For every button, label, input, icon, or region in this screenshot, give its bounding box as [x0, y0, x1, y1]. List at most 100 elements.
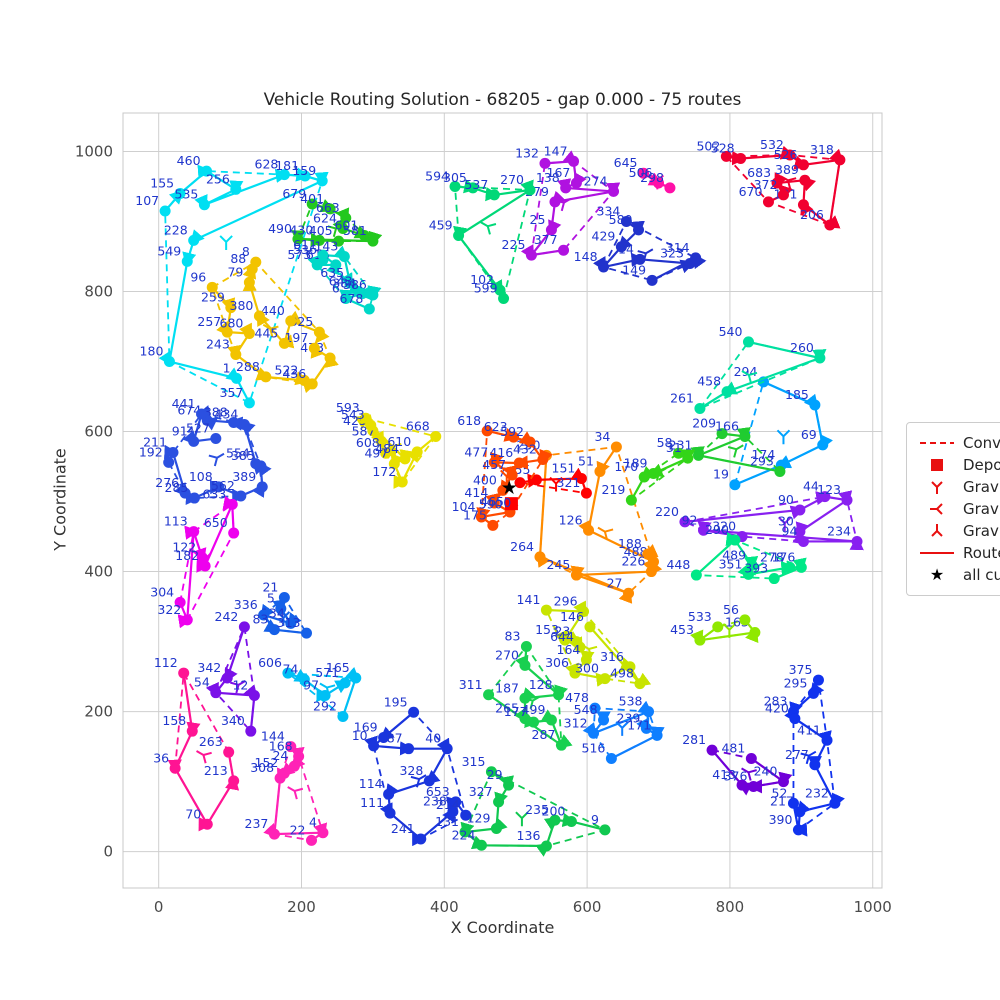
customer-node: [178, 667, 190, 679]
node-label: 52: [772, 785, 788, 800]
customer-node: [729, 479, 741, 491]
customer-node: [228, 527, 240, 539]
node-label: 235: [525, 802, 549, 817]
customer-node: [475, 839, 487, 851]
gravity-center-icon: [515, 811, 529, 827]
node-label: 138: [536, 170, 560, 185]
x-tick-label: 400: [430, 898, 459, 916]
node-label: 237: [245, 816, 269, 831]
node-label: 188: [618, 536, 642, 551]
customer-node: [615, 241, 627, 253]
node-label: 594: [425, 169, 449, 184]
node-label: 281: [682, 732, 706, 747]
node-label: 36: [153, 750, 169, 765]
node-label: 19: [713, 467, 729, 482]
node-label: 96: [190, 269, 206, 284]
node-label: 168: [269, 738, 293, 753]
customer-node: [324, 203, 336, 215]
node-label: 40: [425, 731, 441, 746]
node-label: 502: [696, 138, 720, 153]
route-path: [460, 770, 606, 857]
customer-node: [181, 614, 193, 626]
customer-node: [181, 255, 193, 267]
customer-node: [716, 428, 728, 440]
legend-entry: Gravit: [917, 476, 1000, 498]
node-label: 405: [309, 223, 333, 238]
customer-node: [594, 465, 606, 477]
customer-node: [338, 251, 350, 263]
node-label: 393: [744, 561, 768, 576]
customer-node: [317, 249, 329, 261]
customer-node: [771, 177, 783, 189]
customer-node: [159, 205, 171, 217]
customer-node: [169, 762, 181, 774]
customer-node: [651, 729, 663, 741]
node-label: 328: [399, 763, 423, 778]
customer-node: [620, 216, 632, 228]
node-label: 548: [574, 702, 598, 717]
node-label: 274: [584, 173, 608, 188]
customer-node: [623, 587, 635, 599]
customer-node: [646, 274, 658, 286]
customer-node: [206, 281, 218, 293]
customer-node: [430, 430, 442, 442]
node-label: 263: [199, 734, 223, 749]
customer-node: [608, 185, 620, 197]
node-label: 197: [284, 330, 308, 345]
node-label: 108: [189, 469, 213, 484]
node-label: 232: [805, 785, 829, 800]
customer-node: [368, 740, 380, 752]
node-label: 599: [474, 281, 498, 296]
customer-node: [380, 447, 392, 459]
customer-node: [742, 336, 754, 348]
node-label: 159: [292, 163, 316, 178]
page-title: Vehicle Routing Solution - 68205 - gap 0…: [263, 90, 742, 110]
svg-text:★: ★: [930, 566, 944, 584]
customer-node: [313, 326, 325, 338]
node-label: 8: [242, 244, 250, 259]
node-label: 270: [500, 172, 524, 187]
node-label: 206: [800, 207, 824, 222]
customer-node: [493, 796, 505, 808]
node-label: 144: [261, 729, 285, 744]
node-label: 488: [624, 544, 648, 559]
node-label: 241: [391, 821, 415, 836]
customer-node: [553, 689, 565, 701]
node-label: 413: [712, 767, 736, 782]
customer-node: [605, 752, 617, 764]
node-label: 94: [782, 523, 798, 538]
customer-node: [673, 447, 685, 459]
customer-node: [367, 289, 379, 301]
customer-node: [230, 349, 242, 361]
node-label: 153: [535, 622, 559, 637]
node-label: 243: [206, 337, 230, 352]
customer-node: [358, 230, 370, 242]
customer-node: [583, 524, 595, 536]
node-label: 90: [778, 492, 794, 507]
node-label: 484: [375, 441, 399, 456]
customer-node: [278, 169, 290, 181]
customer-node: [498, 293, 510, 305]
node-label: 533: [688, 609, 712, 624]
node-label: 436: [282, 366, 306, 381]
node-label: 102: [470, 272, 494, 287]
node-label: 285: [165, 480, 189, 495]
customer-node: [278, 591, 290, 603]
node-label: 516: [582, 740, 606, 755]
customer-node: [388, 458, 400, 470]
node-label: 293: [750, 453, 774, 468]
customer-node: [260, 371, 272, 383]
y-tick-label: 400: [84, 563, 113, 581]
customer-node: [384, 807, 396, 819]
node-label: 151: [552, 460, 576, 475]
customer-node: [736, 779, 748, 791]
customer-node: [503, 779, 515, 791]
customer-node: [570, 569, 582, 581]
node-label: 608: [356, 435, 380, 450]
customer-node: [201, 165, 213, 177]
node-label: 25: [530, 212, 546, 227]
node-label: 264: [510, 539, 534, 554]
customer-node: [625, 494, 637, 506]
node-label: 56: [723, 602, 739, 617]
customer-node: [624, 661, 636, 673]
